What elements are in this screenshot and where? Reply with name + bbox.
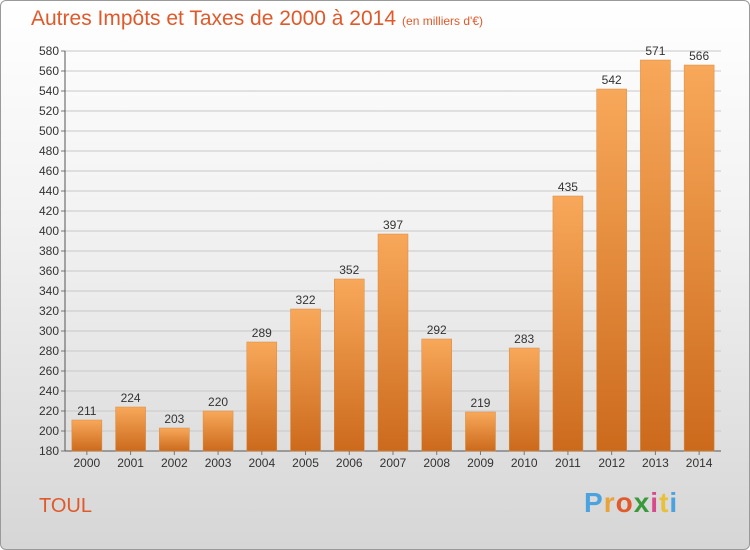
logo-letter: r xyxy=(603,487,616,518)
x-tick-label: 2006 xyxy=(336,456,363,470)
y-tick-label: 380 xyxy=(39,244,59,258)
x-tick-label: 2009 xyxy=(467,456,494,470)
y-tick-label: 560 xyxy=(39,64,59,78)
bar xyxy=(71,419,103,452)
data-label: 283 xyxy=(514,332,534,346)
logo-letter: o xyxy=(615,487,634,518)
y-tick-label: 480 xyxy=(39,144,59,158)
proxiti-logo: Proxiti xyxy=(584,487,678,519)
logo-letter: P xyxy=(584,487,604,518)
data-label: 219 xyxy=(470,396,490,410)
bar xyxy=(334,278,365,452)
y-tick-label: 580 xyxy=(39,44,59,58)
bar xyxy=(246,341,278,452)
y-tick-label: 180 xyxy=(39,444,59,458)
x-tick-label: 2008 xyxy=(423,456,450,470)
x-tick-label: 2002 xyxy=(161,456,188,470)
x-tick-label: 2001 xyxy=(117,456,144,470)
bar xyxy=(159,427,190,452)
logo-letter: t xyxy=(659,487,670,518)
y-tick-label: 320 xyxy=(39,304,59,318)
bar xyxy=(115,406,146,452)
bar xyxy=(508,347,540,452)
data-label: 211 xyxy=(77,404,96,418)
city-label: TOUL xyxy=(39,495,92,517)
y-tick-label: 260 xyxy=(39,364,59,378)
data-label: 220 xyxy=(208,395,228,409)
y-tick-label: 300 xyxy=(39,324,59,338)
bar xyxy=(202,410,234,452)
data-label: 566 xyxy=(689,49,709,63)
bar xyxy=(465,411,496,452)
bar xyxy=(421,338,452,452)
data-label: 224 xyxy=(121,391,141,405)
data-label: 289 xyxy=(252,326,272,340)
x-tick-label: 2011 xyxy=(555,456,581,470)
y-tick-label: 540 xyxy=(39,84,59,98)
y-tick-label: 360 xyxy=(39,264,59,278)
bar xyxy=(290,308,321,452)
title-text: Autres Impôts et Taxes de 2000 à 2014 xyxy=(31,7,397,30)
bar xyxy=(683,64,715,452)
y-tick-label: 520 xyxy=(39,104,59,118)
y-tick-label: 280 xyxy=(39,344,59,358)
x-tick-label: 2000 xyxy=(74,456,101,470)
y-tick-label: 460 xyxy=(39,164,59,178)
bar xyxy=(377,233,409,452)
y-tick-label: 340 xyxy=(39,284,59,298)
data-label: 203 xyxy=(164,412,184,426)
y-tick-label: 220 xyxy=(39,404,59,418)
y-tick-label: 400 xyxy=(39,224,59,238)
x-tick-label: 2013 xyxy=(642,456,669,470)
logo-letter: i xyxy=(650,487,660,518)
x-tick-label: 2010 xyxy=(511,456,538,470)
data-label: 435 xyxy=(558,180,578,194)
data-label: 397 xyxy=(383,218,403,232)
logo-letter: i xyxy=(669,487,679,518)
x-tick-label: 2003 xyxy=(205,456,232,470)
y-tick-label: 240 xyxy=(39,384,59,398)
data-label: 571 xyxy=(645,44,665,58)
y-tick-label: 420 xyxy=(39,204,59,218)
x-tick-label: 2005 xyxy=(292,456,319,470)
data-label: 322 xyxy=(296,293,316,307)
x-tick-label: 2007 xyxy=(380,456,407,470)
bar xyxy=(596,88,627,452)
unit-label: (en milliers d'€) xyxy=(402,14,484,28)
data-label: 292 xyxy=(427,323,447,337)
data-label: 542 xyxy=(602,73,622,87)
bar xyxy=(640,59,671,452)
logo-letter: x xyxy=(633,487,651,518)
chart-title: Autres Impôts et Taxes de 2000 à 2014 (en… xyxy=(31,7,483,31)
data-label: 352 xyxy=(339,263,359,277)
y-tick-label: 500 xyxy=(39,124,59,138)
y-tick-label: 200 xyxy=(39,424,59,438)
x-tick-label: 2004 xyxy=(248,456,275,470)
y-tick-label: 440 xyxy=(39,184,59,198)
bar xyxy=(552,195,584,452)
x-tick-label: 2014 xyxy=(686,456,713,470)
x-tick-label: 2012 xyxy=(598,456,625,470)
